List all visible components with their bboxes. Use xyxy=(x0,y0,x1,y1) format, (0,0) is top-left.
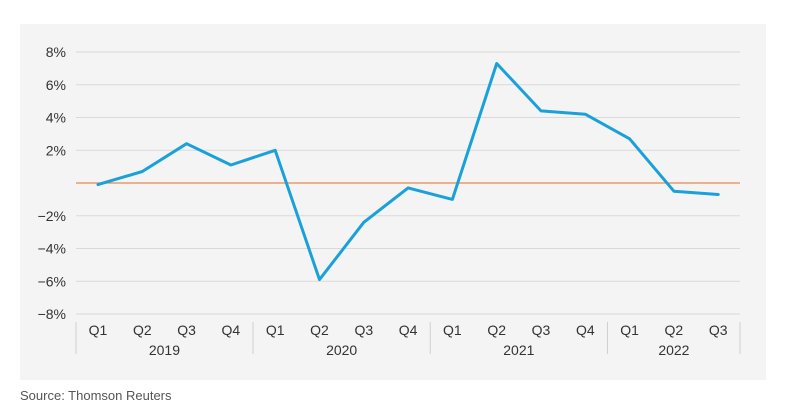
x-tick-label: Q2 xyxy=(665,322,684,338)
y-axis-ticks: 8% 6% 4% 2% −2% −4% −6% −8% xyxy=(38,44,66,322)
x-tick-label: Q1 xyxy=(620,322,639,338)
line-chart: 8%6%4%2%−2%−4%−6%−8% Q1 Q2 Q3 Q4 Q1 Q2 Q3 Q4 Q1 Q… xyxy=(38,44,741,358)
series-line xyxy=(96,62,720,282)
y-tick-label: 4% xyxy=(46,110,66,126)
x-tick-label: Q3 xyxy=(532,322,551,338)
x-tick-label: Q4 xyxy=(576,322,595,338)
y-tick-label: −4% xyxy=(38,241,66,257)
chart-panel: 8% 6% 4% 2% −2% −4% −6% −8% Q1 Q2 Q3 Q4 Q1 Q2 Q3 Q4 Q1 Q… xyxy=(20,24,766,380)
year-label: 2021 xyxy=(503,342,534,358)
year-label: 2022 xyxy=(658,342,689,358)
x-axis-ticks: Q1 Q2 Q3 Q4 Q1 Q2 Q3 Q4 Q1 Q2 Q3 Q4 Q1 Q2 Q3 xyxy=(89,322,728,338)
x-tick-label: Q4 xyxy=(222,322,241,338)
year-labels: 2019 2020 2021 2022 xyxy=(75,322,741,358)
y-tick-label: 2% xyxy=(46,142,66,158)
x-tick-label: Q3 xyxy=(709,322,728,338)
x-tick-label: Q2 xyxy=(310,322,329,338)
y-tick-label: −2% xyxy=(38,208,66,224)
y-tick-label: −8% xyxy=(38,306,66,322)
source-note: Source: Thomson Reuters xyxy=(20,388,172,403)
x-tick-label: Q2 xyxy=(133,322,152,338)
x-tick-label: Q1 xyxy=(443,322,462,338)
series-layer xyxy=(96,62,720,282)
x-tick-label: Q1 xyxy=(89,322,108,338)
year-label: 2019 xyxy=(149,342,180,358)
x-tick-label: Q2 xyxy=(487,322,506,338)
grid-layer xyxy=(76,51,740,315)
x-tick-label: Q3 xyxy=(177,322,196,338)
x-tick-label: Q4 xyxy=(399,322,418,338)
x-tick-label: Q1 xyxy=(266,322,285,338)
y-tick-label: 6% xyxy=(46,77,66,93)
x-tick-label: Q3 xyxy=(354,322,373,338)
y-tick-label: −6% xyxy=(38,273,66,289)
year-label: 2020 xyxy=(326,342,357,358)
y-tick-label: 8% xyxy=(46,44,66,60)
